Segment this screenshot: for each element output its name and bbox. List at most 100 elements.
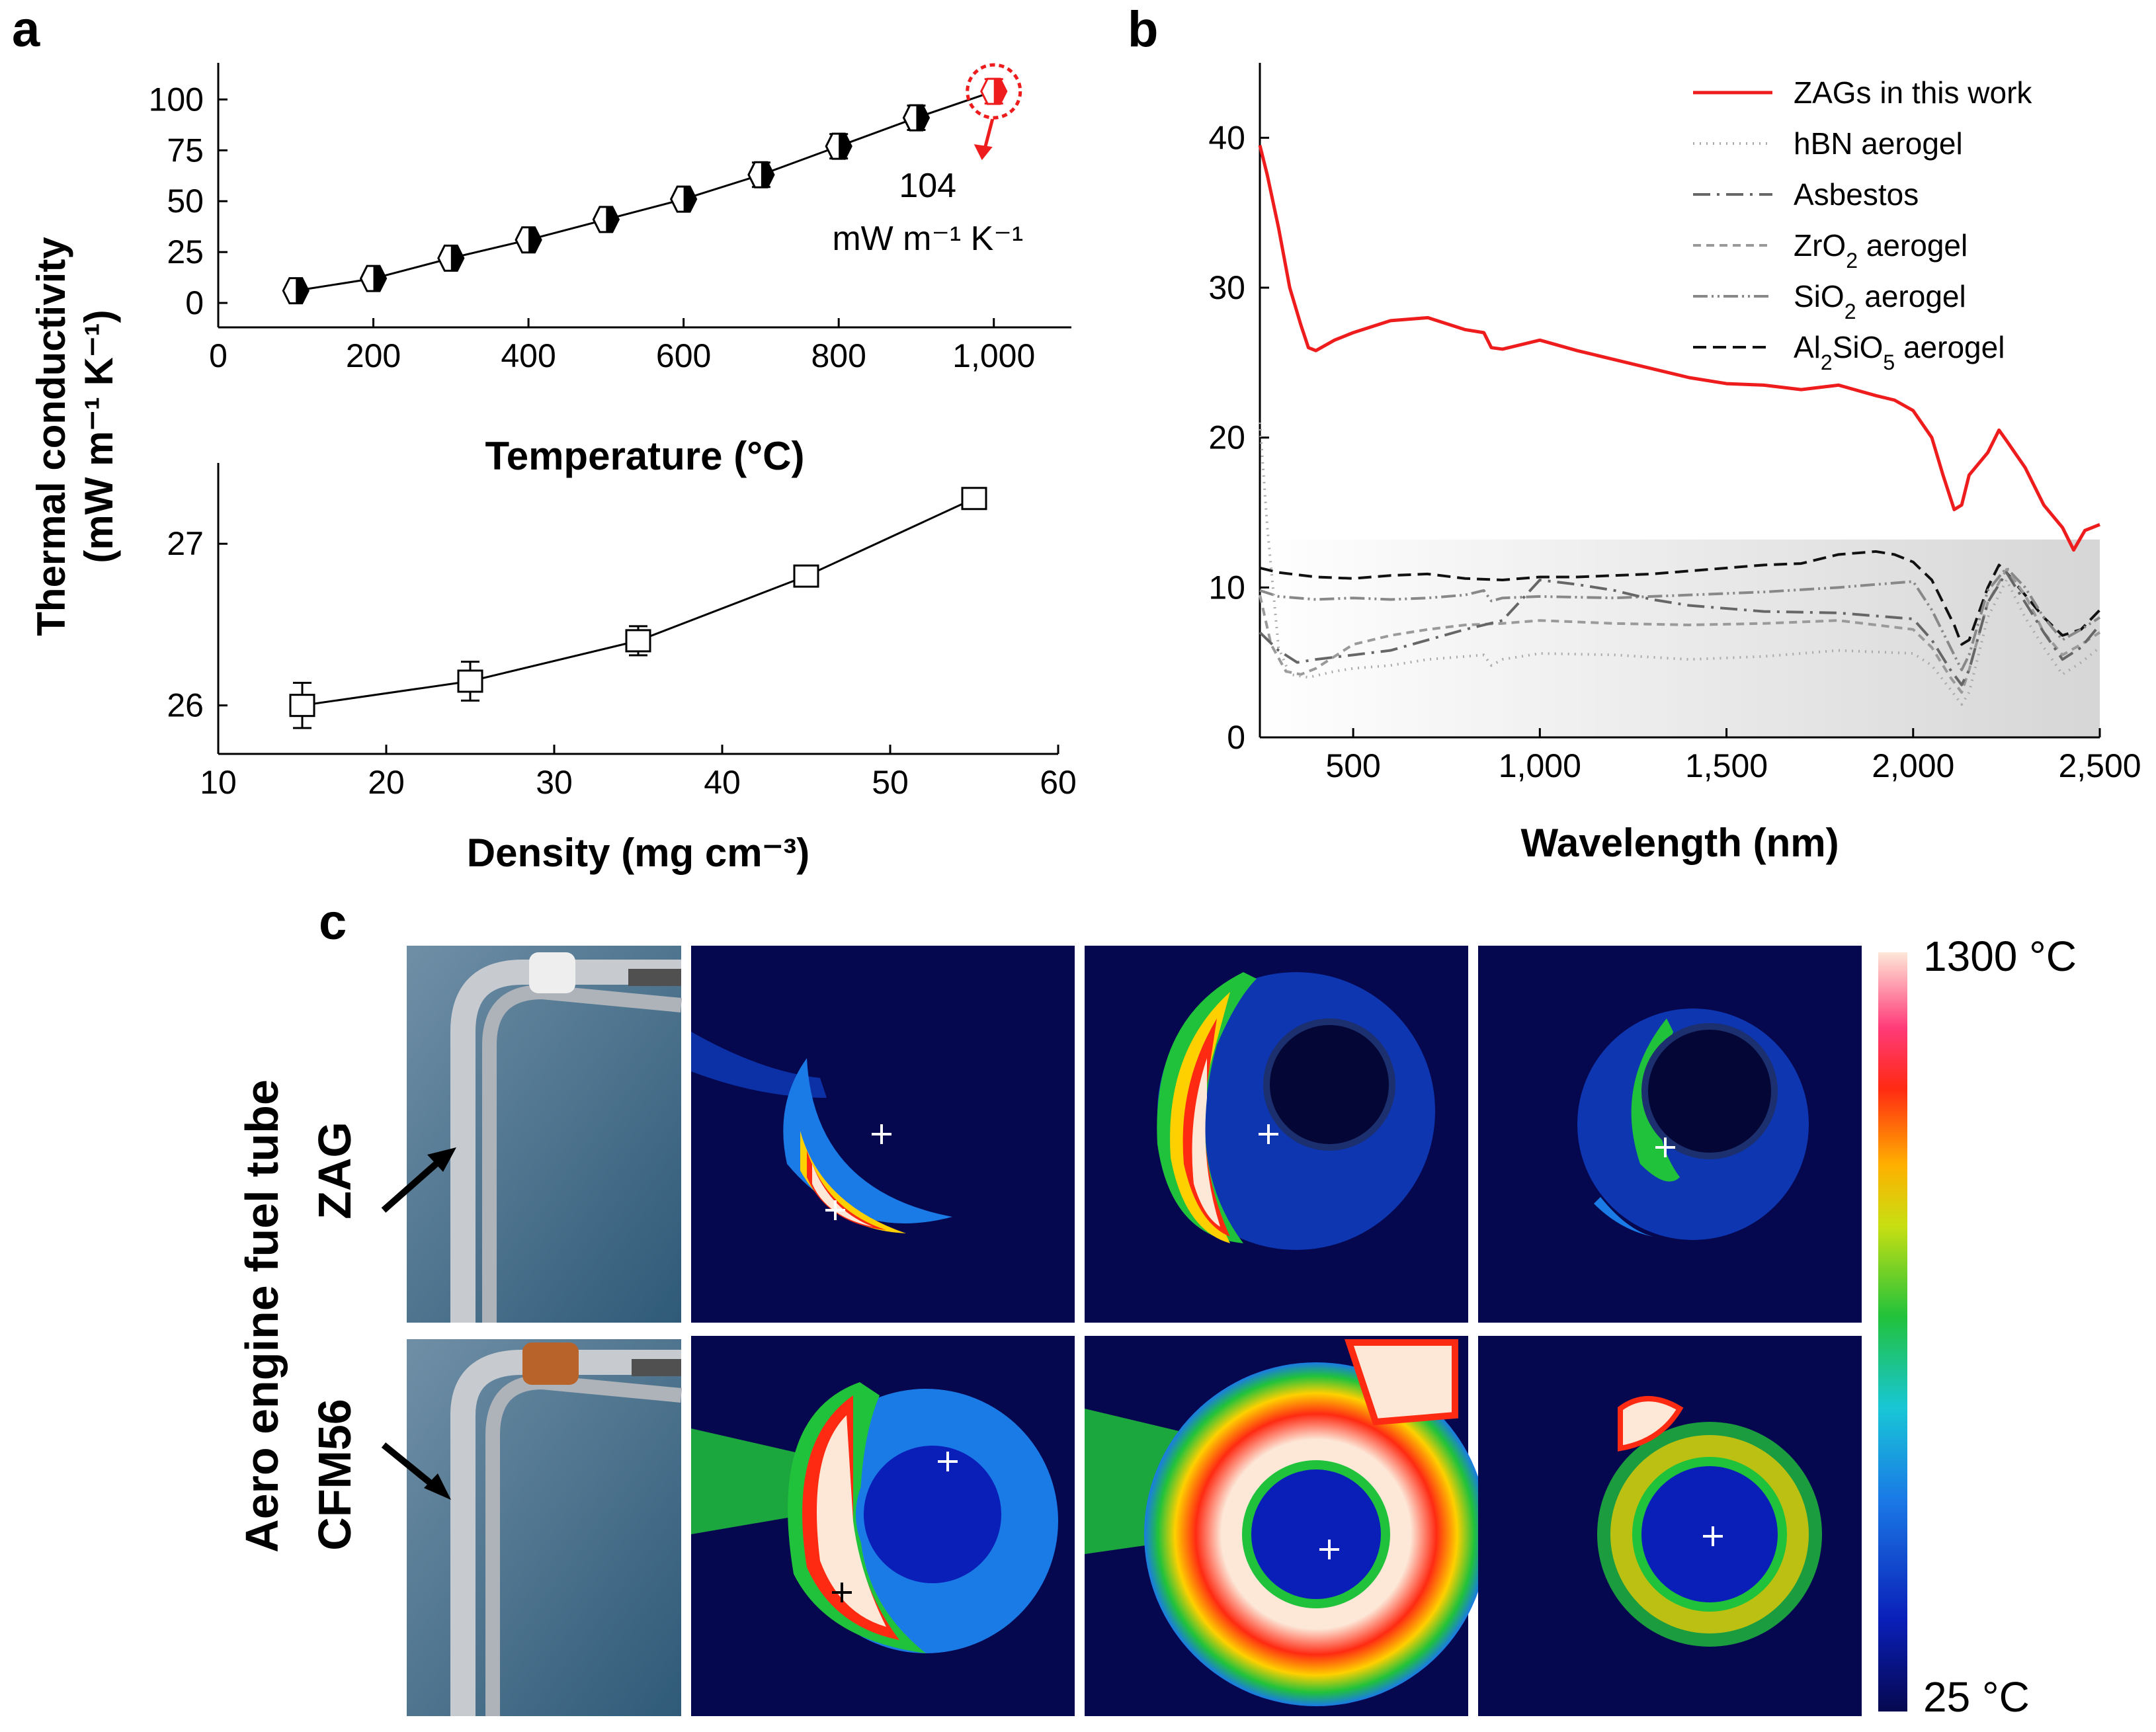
legend-subscript: 2	[1845, 300, 1856, 323]
legend-text-part: SiO	[1794, 279, 1845, 313]
y-tick-label: 27	[167, 525, 204, 562]
data-point	[289, 694, 315, 718]
series-line-al2sio5-aerogel	[1259, 550, 2101, 646]
chart-density: 10 20 30 40 50 60 26 27 Density (mg cm⁻³)	[167, 463, 1077, 875]
data-point	[373, 266, 386, 292]
y-tick-label: 20	[1208, 419, 1245, 456]
ir-image-zag-1	[691, 946, 1075, 1323]
data-point	[761, 162, 774, 188]
x-tick-label: 60	[1040, 764, 1077, 801]
legend-text-part: ZAGs in this work	[1794, 75, 2032, 110]
x-tick-label: 1,500	[1685, 747, 1768, 784]
panel-b-label: b	[1128, 1, 1158, 58]
chart-wavelength: 500 1,000 1,500 2,000 2,500 0 10 20 30 40 Waveleng…	[1208, 63, 2141, 865]
row-label-cfm56-text: CFM56	[309, 1399, 360, 1550]
row-label-cfm56: CFM56	[309, 1399, 360, 1550]
x-tick-label: 2,000	[1872, 747, 1954, 784]
row-label-zag-text: ZAG	[309, 1122, 360, 1219]
y-tick-label: 30	[1208, 269, 1245, 306]
highlight-arrowhead	[974, 144, 993, 161]
highlight-value-label: 104	[899, 167, 956, 205]
series-line	[302, 497, 975, 707]
data-point	[296, 278, 309, 304]
row-group-text: Aero engine fuel tube	[236, 1079, 288, 1553]
legend-subscript: 5	[1883, 351, 1895, 374]
ir-image-cfm56-2	[1085, 1336, 1488, 1716]
series-line-zags-in-this-work	[1258, 145, 2100, 552]
highlight-ring	[966, 63, 1022, 120]
chart-temperature: 0 200 400 600 800 1,000 0 25 50 75 100 Temperature …	[149, 63, 1071, 478]
legend-subscript: 2	[1846, 249, 1858, 272]
legend-label: ZrO2 aerogel	[1794, 228, 1968, 272]
ylabel-line1: Thermal conductivity	[29, 237, 73, 636]
x-axis-title: Temperature (°C)	[485, 434, 805, 478]
series-line-asbestos	[1259, 571, 2101, 686]
x-tick-label: 600	[656, 337, 711, 374]
y-tick-label: 100	[149, 81, 204, 118]
data-point	[993, 79, 1007, 104]
data-point	[961, 487, 987, 511]
legend-label: Asbestos	[1794, 177, 1919, 212]
x-tick-label: 200	[346, 337, 401, 374]
series-line	[296, 90, 995, 292]
y-tick-label: 50	[167, 183, 204, 220]
photo-zag-tube	[381, 946, 683, 1323]
ir-image-zag-2	[1085, 946, 1468, 1323]
legend-text-part: aerogel	[1858, 228, 1968, 263]
x-tick-label: 40	[704, 764, 741, 801]
ir-image-cfm56-1	[691, 1336, 1075, 1716]
data-point	[916, 105, 929, 131]
x-tick-label: 1,000	[1499, 747, 1581, 784]
data-point	[625, 629, 651, 653]
ir-image-zag-3	[1478, 946, 1862, 1323]
legend-subscript: 2	[1821, 351, 1833, 374]
y-tick-label: 0	[185, 284, 204, 321]
legend-text-part: SiO	[1833, 330, 1884, 364]
row-label-zag: ZAG	[309, 1122, 360, 1219]
data-point	[450, 245, 464, 271]
legend-label: hBN aerogel	[1794, 126, 1963, 161]
legend-text-part: Al	[1794, 330, 1821, 364]
legend-text-part: aerogel	[1895, 330, 2005, 364]
x-tick-label: 20	[368, 764, 405, 801]
legend-label: Al2SiO5 aerogel	[1794, 330, 2005, 374]
x-tick-label: 500	[1325, 747, 1380, 784]
data-point	[606, 206, 619, 232]
highlight-arrow	[983, 118, 995, 150]
x-tick-label: 0	[209, 337, 228, 374]
y-tick-label: 75	[167, 132, 204, 169]
data-point	[793, 564, 819, 588]
row-group-label: Aero engine fuel tube	[236, 1079, 288, 1553]
y-tick-label: 26	[167, 687, 204, 724]
colorbar-max-label: 1300 °C	[1923, 932, 2077, 980]
x-axis-title: Density (mg cm⁻³)	[467, 831, 809, 875]
legend-text-part: hBN aerogel	[1794, 126, 1963, 161]
colorbar-min-label: 25 °C	[1923, 1673, 2030, 1721]
legend-label: SiO2 aerogel	[1794, 279, 1966, 323]
legend-text-part: Asbestos	[1794, 177, 1919, 212]
series-line-sio2-aerogel	[1259, 566, 2101, 671]
x-tick-label: 800	[811, 337, 866, 374]
shared-ylabel: Thermal conductivity (mW m⁻¹ K⁻¹)	[29, 237, 121, 636]
x-tick-label: 10	[200, 764, 237, 801]
panel-c-label: c	[319, 894, 347, 950]
data-point	[839, 134, 852, 159]
data-point	[683, 186, 696, 212]
x-axis-title: Wavelength (nm)	[1520, 821, 1839, 865]
x-tick-label: 400	[501, 337, 556, 374]
y-tick-label: 10	[1208, 569, 1245, 606]
y-tick-label: 0	[1227, 719, 1245, 756]
photo-cfm56-tube	[381, 1339, 683, 1716]
colorbar: 1300 °C 25 °C	[1878, 932, 2077, 1721]
x-tick-label: 50	[872, 764, 909, 801]
panel-a-label: a	[12, 1, 40, 58]
legend-label: ZAGs in this work	[1794, 75, 2032, 110]
data-point	[457, 669, 483, 693]
legend-text-part: ZrO	[1794, 228, 1846, 263]
legend-text-part: aerogel	[1856, 279, 1966, 313]
y-tick-label: 25	[167, 233, 204, 270]
ylabel-line2: (mW m⁻¹ K⁻¹)	[77, 309, 121, 563]
highlight-unit-label: mW m⁻¹ K⁻¹	[832, 220, 1023, 258]
